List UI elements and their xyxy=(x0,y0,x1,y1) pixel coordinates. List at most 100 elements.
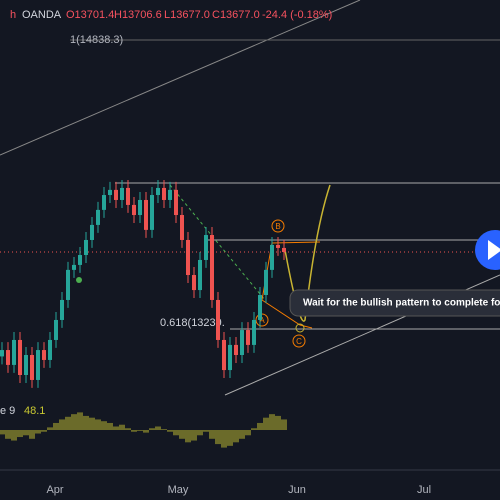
candle-body xyxy=(24,355,28,376)
candle-body xyxy=(78,255,82,265)
indicator-bar xyxy=(83,415,89,430)
indicator-bar xyxy=(239,430,245,439)
candle-body xyxy=(252,319,256,345)
marker xyxy=(76,277,82,283)
candle-body xyxy=(174,189,178,216)
indicator-bar xyxy=(125,428,131,430)
candle-body xyxy=(12,339,16,365)
indicator-bar xyxy=(251,428,257,430)
candle-body xyxy=(84,239,88,256)
indicator-bar xyxy=(179,430,185,439)
indicator-value: 48.1 xyxy=(24,405,45,417)
trend-line xyxy=(169,184,266,301)
candle-body xyxy=(108,189,112,196)
ohlc-high: H13706.6 xyxy=(114,9,162,21)
x-tick-label: Jul xyxy=(417,484,431,496)
candle-body xyxy=(234,344,238,356)
candle-body xyxy=(222,339,226,371)
fib-label: 1(14838.3) xyxy=(70,34,123,46)
candle-body xyxy=(66,269,70,300)
x-tick-label: Jun xyxy=(288,484,306,496)
candle-body xyxy=(36,350,40,380)
indicator-bar xyxy=(143,430,149,433)
indicator-bar xyxy=(167,430,173,432)
indicator-bar xyxy=(161,429,167,430)
candle-body xyxy=(54,319,58,340)
candle-body xyxy=(60,299,64,320)
candle-body xyxy=(198,259,202,291)
indicator-bar xyxy=(41,430,47,432)
indicator-bar xyxy=(185,430,191,443)
trend-line xyxy=(0,0,361,156)
indicator-bar xyxy=(263,417,269,430)
candle-body xyxy=(72,264,76,270)
indicator-bar xyxy=(281,419,287,430)
interval: h xyxy=(10,9,16,21)
indicator-bar xyxy=(209,430,215,439)
indicator-bar xyxy=(59,419,65,430)
indicator-bar xyxy=(191,430,197,441)
wave-marker xyxy=(292,334,306,348)
play-button[interactable] xyxy=(475,230,500,270)
candle-body xyxy=(126,187,130,205)
ohlc-low: L13677.0 xyxy=(164,9,210,21)
indicator-bar xyxy=(197,430,203,436)
indicator-bar xyxy=(203,430,209,432)
ohlc-close: C13677.0 xyxy=(212,9,260,21)
candle-body xyxy=(216,299,220,340)
candle-body xyxy=(42,350,46,360)
candle-body xyxy=(210,235,214,300)
indicator-bar xyxy=(131,430,137,432)
candle-body xyxy=(186,239,190,276)
candle-body xyxy=(144,199,148,230)
indicator-bar xyxy=(245,430,251,436)
fib-label: 0.618(13239. xyxy=(160,317,225,329)
wave-label: C xyxy=(296,337,302,346)
indicator-bar xyxy=(119,424,125,430)
indicator-bar xyxy=(17,430,23,438)
indicator-bar xyxy=(23,430,29,436)
candle-body xyxy=(30,355,34,380)
candle-body xyxy=(240,330,244,356)
indicator-bar xyxy=(35,430,41,434)
indicator-bar xyxy=(221,430,227,448)
candle-body xyxy=(90,224,94,240)
indicator-bar xyxy=(269,414,275,430)
indicator-bar xyxy=(215,430,221,445)
candle-body xyxy=(264,269,268,296)
indicator-bar xyxy=(113,426,119,430)
candle-body xyxy=(282,247,286,253)
annotation: Wait for the bullish pattern to complete… xyxy=(303,298,500,309)
ohlc-open: O13701.4 xyxy=(66,9,114,21)
indicator-bar xyxy=(71,414,77,430)
candle-body xyxy=(162,187,166,200)
indicator-bar xyxy=(275,415,281,430)
candle-body xyxy=(258,295,262,320)
candle-body xyxy=(120,187,124,200)
indicator-bar xyxy=(53,422,59,430)
candle-body xyxy=(0,350,4,357)
candle-body xyxy=(156,187,160,196)
change: -24.4 (-0.18%) xyxy=(262,9,332,21)
candle-body xyxy=(96,209,100,225)
indicator-bar xyxy=(257,422,263,430)
indicator-bar xyxy=(227,430,233,446)
indicator-bar xyxy=(101,421,107,430)
indicator-bar xyxy=(149,428,155,430)
candle-body xyxy=(246,330,250,345)
wave-line xyxy=(261,299,313,329)
candle-body xyxy=(192,275,196,291)
wave-label: A xyxy=(259,316,265,325)
indicator-bar xyxy=(95,419,101,430)
candle-body xyxy=(114,189,118,200)
indicator-bar xyxy=(65,416,71,430)
candle-body xyxy=(48,339,52,360)
indicator-name: e 9 xyxy=(0,405,15,417)
indicator-bar xyxy=(29,430,35,439)
indicator-bar xyxy=(173,430,179,436)
indicator-bar xyxy=(5,430,11,439)
candle-body xyxy=(180,215,184,240)
x-tick-label: Apr xyxy=(46,484,63,496)
